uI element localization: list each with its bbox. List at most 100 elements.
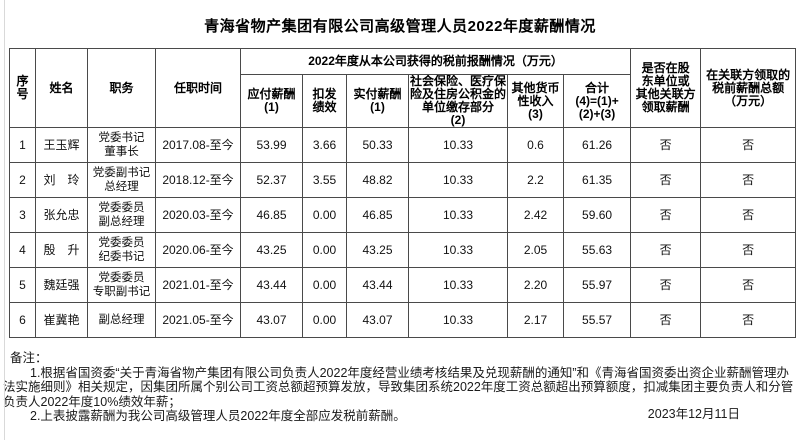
cell-position: 副总经理 (87, 302, 156, 338)
cell-related-pay: 否 (700, 302, 797, 338)
cell-total: 55.57 (562, 302, 632, 338)
header-total: 合计 (4)=(1)+ (2)+(3) (562, 74, 632, 128)
cell-deducted: 3.66 (302, 127, 347, 163)
cell-seq: 6 (9, 302, 36, 338)
cell-seq: 5 (9, 267, 36, 303)
cell-tenure: 2020.06-至今 (155, 232, 241, 268)
header-payable: 应付薪酬 (1) (240, 74, 303, 128)
table-body: 1 王玉辉 党委书记 董事长 2017.08-至今 53.99 3.66 50.33 10.3… (9, 127, 797, 338)
cell-name: 魏廷强 (35, 267, 88, 303)
cell-name: 张允忠 (35, 197, 88, 233)
cell-shareholder-pay: 否 (630, 197, 702, 233)
header-name: 姓名 (35, 48, 88, 128)
note-2: 2.上表披露薪酬为我公司高级管理人员2022年度全部应发税前薪酬。 (30, 409, 406, 423)
notes-section: 备注： 1.根据省国资委“关于青海省物产集团有限公司负责人2022年度经营业绩考… (3, 351, 795, 424)
cell-other-income: 2.05 (507, 232, 564, 268)
cell-payable: 43.25 (240, 232, 303, 268)
cell-name: 崔冀艳 (35, 302, 88, 338)
cell-payable: 43.07 (240, 302, 303, 338)
cell-other-income: 2.20 (507, 267, 564, 303)
cell-seq: 2 (9, 162, 36, 198)
cell-payable: 53.99 (240, 127, 303, 163)
document-date: 2023年12月11日 (647, 407, 740, 421)
cell-seq: 1 (9, 127, 36, 163)
cell-total: 61.35 (562, 162, 632, 198)
cell-paid: 50.33 (346, 127, 409, 163)
salary-table: 序 号 姓名 职务 任职时间 2022年度从本公司获得的税前报酬情况（万元） 是… (9, 48, 797, 338)
cell-tenure: 2017.08-至今 (155, 127, 241, 163)
cell-tenure: 2020.03-至今 (155, 197, 241, 233)
cell-position: 党委委员 纪委书记 (87, 232, 156, 268)
window-edge-line (4, 0, 5, 440)
cell-other-income: 0.6 (507, 127, 564, 163)
header-shareholder-pay: 是否在股 东单位或 其他关联方 领取薪酬 (630, 48, 702, 128)
cell-total: 61.26 (562, 127, 632, 163)
header-related-pay: 在关联方领取的 税前薪酬总额 （万元） (700, 48, 797, 128)
cell-payable: 46.85 (240, 197, 303, 233)
cell-insurance: 10.33 (408, 232, 508, 268)
cell-deducted: 0.00 (302, 267, 347, 303)
cell-payable: 52.37 (240, 162, 303, 198)
cell-deducted: 0.00 (302, 232, 347, 268)
cell-other-income: 2.42 (507, 197, 564, 233)
cell-tenure: 2021.05-至今 (155, 302, 241, 338)
cell-insurance: 10.33 (408, 162, 508, 198)
table-row: 6 崔冀艳 副总经理 2021.05-至今 43.07 0.00 43.07 10.33 2.1… (9, 302, 797, 338)
cell-position: 党委委员 副总经理 (87, 197, 156, 233)
cell-insurance: 10.33 (408, 127, 508, 163)
cell-paid: 43.07 (346, 302, 409, 338)
header-insurance: 社会保险、医疗保 险及住房公积金的 单位缴存部分 (2) (408, 74, 508, 128)
cell-seq: 3 (9, 197, 36, 233)
cell-shareholder-pay: 否 (630, 162, 702, 198)
cell-paid: 46.85 (346, 197, 409, 233)
cell-seq: 4 (9, 232, 36, 268)
header-paid: 实付薪酬 (1) (346, 74, 409, 128)
header-tenure: 任职时间 (155, 48, 241, 128)
cell-tenure: 2018.12-至今 (155, 162, 241, 198)
header-deducted: 扣发 绩效 (302, 74, 347, 128)
table-row: 1 王玉辉 党委书记 董事长 2017.08-至今 53.99 3.66 50.33 10.3… (9, 127, 797, 163)
cell-other-income: 2.2 (507, 162, 564, 198)
notes-label: 备注： (10, 351, 48, 365)
cell-name: 殷 升 (35, 232, 88, 268)
cell-position: 党委副书记 总经理 (87, 162, 156, 198)
cell-total: 59.60 (562, 197, 632, 233)
cell-name: 王玉辉 (35, 127, 88, 163)
cell-deducted: 0.00 (302, 302, 347, 338)
cell-deducted: 0.00 (302, 197, 347, 233)
cell-position: 党委书记 董事长 (87, 127, 156, 163)
cell-insurance: 10.33 (408, 302, 508, 338)
cell-shareholder-pay: 否 (630, 232, 702, 268)
cell-paid: 48.82 (346, 162, 409, 198)
cell-payable: 43.44 (240, 267, 303, 303)
cell-position: 党委委员 专职副书记 (87, 267, 156, 303)
cell-related-pay: 否 (700, 267, 797, 303)
table-row: 5 魏廷强 党委委员 专职副书记 2021.01-至今 43.44 0.00 43.44 10… (9, 267, 797, 303)
cell-insurance: 10.33 (408, 197, 508, 233)
header-other-income: 其他货币 性收入 (3) (507, 74, 564, 128)
cell-insurance: 10.33 (408, 267, 508, 303)
cell-name: 刘 玲 (35, 162, 88, 198)
table-row: 3 张允忠 党委委员 副总经理 2020.03-至今 46.85 0.00 46.85 10.… (9, 197, 797, 233)
cell-tenure: 2021.01-至今 (155, 267, 241, 303)
cell-shareholder-pay: 否 (630, 267, 702, 303)
cell-related-pay: 否 (700, 162, 797, 198)
cell-total: 55.63 (562, 232, 632, 268)
cell-other-income: 2.17 (507, 302, 564, 338)
cell-related-pay: 否 (700, 232, 797, 268)
cell-shareholder-pay: 否 (630, 302, 702, 338)
table-header: 序 号 姓名 职务 任职时间 2022年度从本公司获得的税前报酬情况（万元） 是… (9, 48, 797, 128)
cell-paid: 43.25 (346, 232, 409, 268)
cell-deducted: 3.55 (302, 162, 347, 198)
page-title: 青海省物产集团有限公司高级管理人员2022年度薪酬情况 (204, 18, 596, 35)
cell-related-pay: 否 (700, 197, 797, 233)
header-position: 职务 (87, 48, 156, 128)
header-seq: 序 号 (9, 48, 36, 128)
note-1: 1.根据省国资委“关于青海省物产集团有限公司负责人2022年度经营业绩考核结果及… (3, 365, 794, 409)
cell-paid: 43.44 (346, 267, 409, 303)
cell-shareholder-pay: 否 (630, 127, 702, 163)
header-group-pretax-pay: 2022年度从本公司获得的税前报酬情况（万元） (239, 48, 632, 75)
cell-total: 55.97 (562, 267, 632, 303)
